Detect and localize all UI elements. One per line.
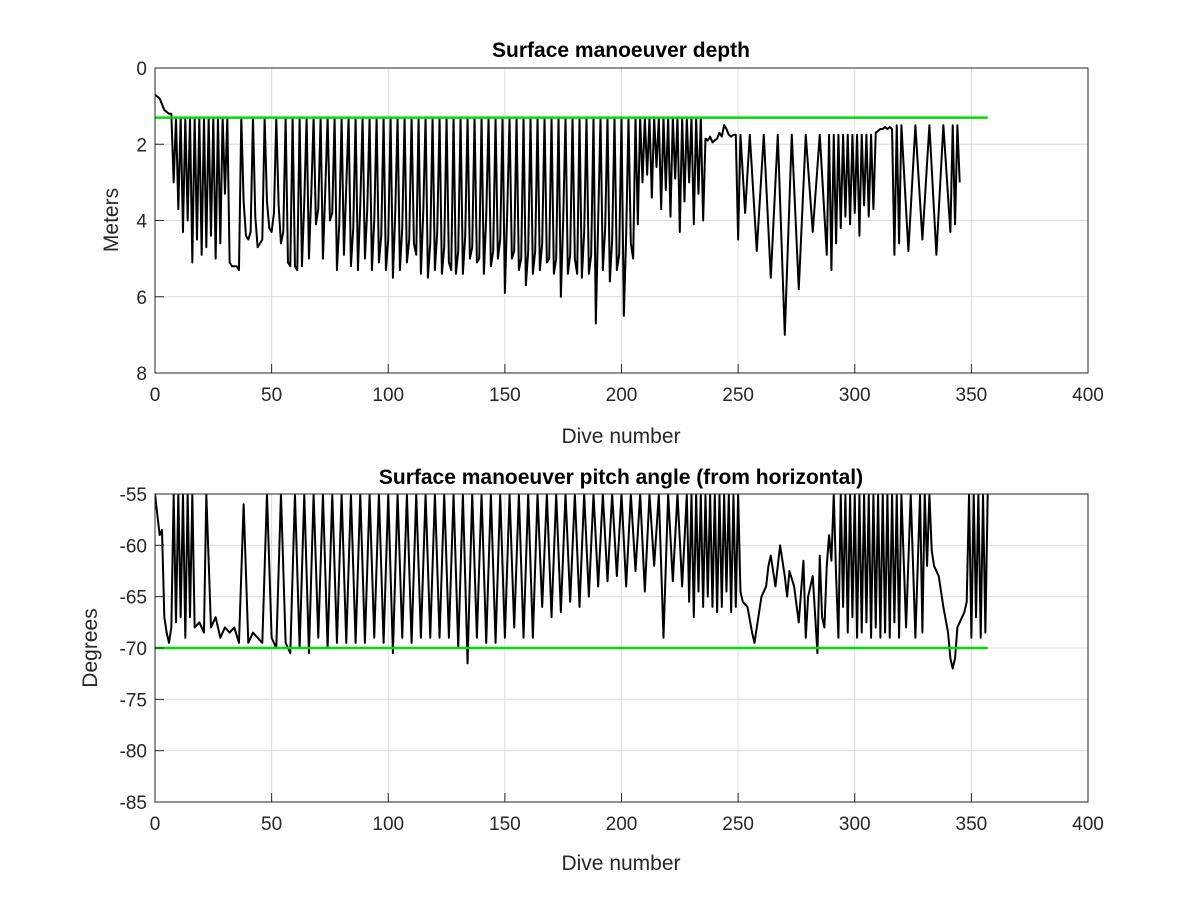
pitch-x-tick-label-1: 50 (261, 814, 282, 835)
pitch-y-tick-label-3: -70 (120, 639, 147, 660)
depth-x-ticks: 0 50 100 150 200 250 300 350 400 (150, 364, 1104, 406)
depth-chart: 0 50 100 150 200 250 300 350 400 0 2 4 6 8 Surface m… (100, 39, 1104, 448)
depth-y-tick-label-3: 6 (136, 288, 147, 309)
depth-y-tick-label-4: 8 (136, 364, 147, 385)
depth-x-tick-label-0: 0 (150, 385, 161, 406)
pitch-x-tick-label-0: 0 (150, 814, 161, 835)
pitch-chart: 0 50 100 150 200 250 300 350 400 -55 -60 -65 -70 -75… (79, 466, 1104, 875)
pitch-x-ticks: 0 50 100 150 200 250 300 350 400 (150, 793, 1104, 835)
depth-x-tick-label-4: 200 (606, 385, 638, 406)
depth-x-tick-label-7: 350 (956, 385, 988, 406)
pitch-y-tick-label-2: -65 (120, 588, 147, 609)
depth-x-tick-label-2: 100 (372, 385, 404, 406)
pitch-y-tick-label-1: -60 (120, 536, 147, 557)
pitch-x-axis-label: Dive number (561, 852, 680, 875)
depth-x-axis-label: Dive number (561, 425, 680, 448)
pitch-x-tick-label-4: 200 (606, 814, 638, 835)
pitch-y-tick-label-6: -85 (120, 793, 147, 814)
pitch-chart-title: Surface manoeuver pitch angle (from hori… (379, 466, 863, 489)
depth-y-axis-label: Meters (100, 188, 123, 252)
depth-x-tick-label-1: 50 (261, 385, 282, 406)
pitch-series-line (155, 494, 989, 670)
pitch-x-tick-label-3: 150 (489, 814, 521, 835)
pitch-y-axis-label: Degrees (79, 608, 102, 687)
pitch-y-ticks: -55 -60 -65 -70 -75 -80 -85 (120, 485, 164, 814)
depth-y-tick-label-0: 0 (136, 59, 147, 80)
depth-x-tick-label-6: 300 (839, 385, 871, 406)
pitch-x-tick-label-8: 400 (1072, 814, 1104, 835)
pitch-x-tick-label-5: 250 (722, 814, 754, 835)
depth-y-tick-label-1: 2 (136, 135, 147, 156)
depth-x-tick-label-5: 250 (722, 385, 754, 406)
pitch-y-tick-label-0: -55 (120, 485, 147, 506)
depth-y-tick-label-2: 4 (136, 212, 147, 233)
pitch-x-tick-label-6: 300 (839, 814, 871, 835)
pitch-y-tick-label-5: -80 (120, 742, 147, 763)
depth-x-tick-label-3: 150 (489, 385, 521, 406)
pitch-y-tick-label-4: -75 (120, 690, 147, 711)
pitch-series (155, 494, 989, 670)
depth-x-tick-label-8: 400 (1072, 385, 1104, 406)
pitch-x-tick-label-2: 100 (372, 814, 404, 835)
depth-y-ticks: 0 2 4 6 8 (136, 59, 164, 385)
pitch-x-tick-label-7: 350 (956, 814, 988, 835)
depth-chart-title: Surface manoeuver depth (492, 39, 750, 62)
